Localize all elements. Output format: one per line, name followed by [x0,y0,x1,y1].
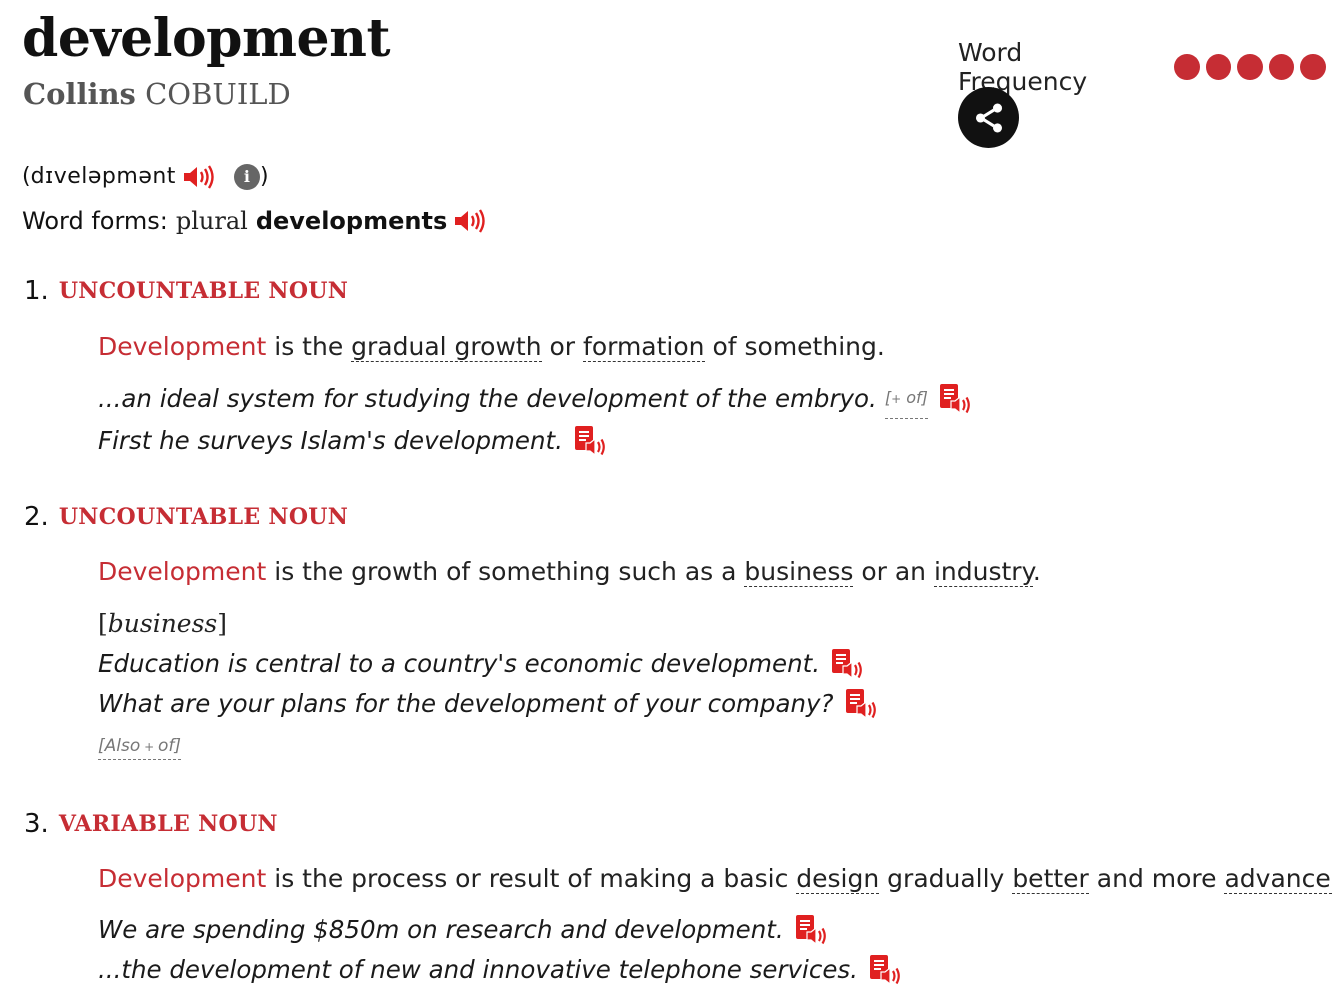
speaker-icon [183,165,214,189]
pronunciation-audio-button[interactable] [182,164,216,190]
also-close: ] [174,736,181,756]
definition-text: is the process or result of making a bas… [266,864,797,893]
sense-number: 2. [24,502,49,532]
speaker-icon [455,209,485,233]
example-sentence: What are your plans for the development … [98,685,878,723]
example-audio-button[interactable] [830,648,864,680]
definition-headword: Development [98,332,267,361]
part-of-speech: VARIABLE NOUN [58,811,278,837]
sound-document-icon [795,915,826,946]
xref-link[interactable]: business [744,557,854,587]
grammar-tag[interactable]: [+ of] [884,379,928,419]
example-text: ...an ideal system for studying the deve… [98,384,877,413]
sense-number: 3. [24,809,49,839]
example-sentence: ...the development of new and innovative… [98,951,902,989]
sound-document-icon [574,426,605,457]
xref-link[interactable]: advanced [1224,864,1332,894]
subject-word: business [107,609,218,638]
definition-text: gradually [879,864,1013,893]
also-grammar-tag[interactable]: [Also + of] [98,734,181,760]
example-sentence: Education is central to a country's econ… [98,645,864,683]
example-sentence: First he surveys Islam's development. [98,422,607,460]
definition-text: or an [853,557,934,586]
example-text: ...the development of new and innovative… [98,955,858,984]
headword: development [22,8,390,69]
example-sentence: ...an ideal system for studying the deve… [98,379,972,419]
also-word: Also [104,736,141,756]
xref-link[interactable]: better [1012,864,1089,894]
definition-headword: Development [98,864,267,893]
definition-text: of something. [704,332,885,361]
sense-2-header: 2. UNCOUNTABLE NOUN [24,502,348,532]
example-text: First he surveys Islam's development. [98,426,563,455]
word-forms: Word forms: plural developments [22,202,487,240]
sound-document-icon [869,955,900,986]
sound-document-icon [845,689,876,720]
subject-label: [business] [98,605,227,643]
bracket-open: [ [98,609,108,638]
example-text: What are your plans for the development … [98,689,834,718]
grammar-tag-open: [ [884,388,892,407]
info-icon[interactable]: i [233,164,260,190]
example-text: We are spending $850m on research and de… [98,915,784,944]
sense-1-header: 1. UNCOUNTABLE NOUN [24,276,348,306]
sound-document-icon [832,649,862,680]
brand-cobuild: COBUILD [145,77,291,111]
frequency-dot [1205,54,1232,80]
frequency-dot [1300,54,1326,80]
grammar-tag-close: ] [921,388,928,407]
bracket-close: ] [217,609,228,638]
part-of-speech: UNCOUNTABLE NOUN [58,504,349,530]
definition-headword: Development [98,557,267,586]
plural-audio-button[interactable] [453,208,487,234]
definition-text: is the growth of something such as a [266,557,745,586]
also-plus: + [140,740,158,754]
example-audio-button[interactable] [844,688,878,720]
word-forms-label: Word forms: [22,207,168,235]
pron-open-paren: ( [22,164,31,189]
xref-link[interactable]: gradual growth [351,332,542,362]
pronunciation: ( dɪveləpmənt i ) [22,158,269,196]
sense-number: 1. [24,276,49,306]
example-audio-button[interactable] [868,954,902,986]
grammar-tag-plus: + [891,392,902,406]
brand-collins: Collins [23,77,136,111]
part-of-speech: UNCOUNTABLE NOUN [58,278,349,304]
grammar-tag-word: of [901,388,922,407]
sense-1-definition: Development is the gradual growth or for… [98,328,885,366]
pron-close-paren: ) [259,164,269,189]
example-audio-button[interactable] [573,425,607,457]
grammar-label: plural [175,207,248,235]
sense-3-definition: Development is the process or result of … [98,860,1332,898]
example-text: Education is central to a country's econ… [98,649,821,678]
frequency-dot [1237,54,1263,80]
xref-link[interactable]: industry [933,557,1033,587]
share-icon [975,103,1002,132]
sense-3-header: 3. VARIABLE NOUN [24,809,278,839]
example-audio-button[interactable] [938,383,972,415]
example-sentence: We are spending $850m on research and de… [98,911,828,949]
example-audio-button[interactable] [794,914,828,946]
also-of: of [157,736,175,756]
share-button[interactable] [958,87,1019,148]
word-frequency: Word Frequency [958,38,1332,96]
frequency-dot [1268,54,1295,80]
definition-text: is the [266,332,352,361]
sound-document-icon [939,384,970,415]
plural-form: developments [255,207,448,235]
ipa-transcription: dɪveləpmənt [30,164,176,189]
frequency-dot [1174,54,1200,80]
definition-text: or [541,332,584,361]
definition-text: . [1032,557,1041,586]
also-open: [ [98,736,105,756]
xref-link[interactable]: formation [583,332,705,362]
dictionary-brand: Collins COBUILD [23,76,291,112]
sense-2-definition: Development is the growth of something s… [98,553,1041,591]
xref-link[interactable]: design [796,864,880,894]
definition-text: and more [1088,864,1225,893]
